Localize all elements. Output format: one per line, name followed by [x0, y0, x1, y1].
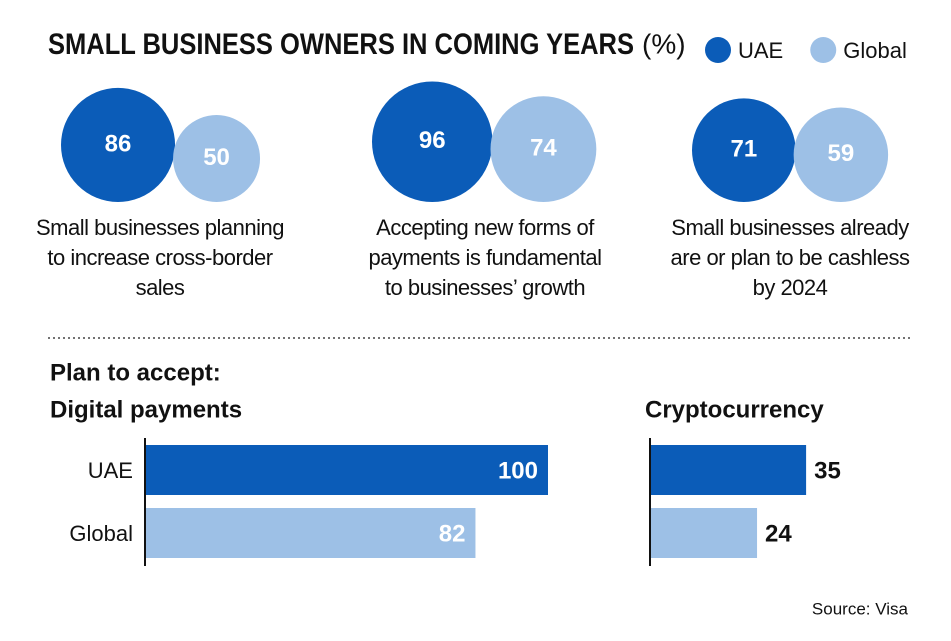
- bubble: [372, 81, 493, 202]
- value-label: 100: [498, 457, 538, 484]
- bubble-label: 59: [828, 140, 855, 167]
- bubble: [692, 98, 796, 202]
- value-label: 24: [765, 520, 792, 547]
- legend-swatch: [810, 37, 837, 63]
- bar: [650, 445, 807, 495]
- bubble: [61, 87, 176, 202]
- chart-title: Digital payments: [50, 396, 242, 423]
- unit: (%): [642, 28, 686, 59]
- bar: [145, 445, 548, 495]
- value-label: 35: [814, 457, 841, 484]
- title: SMALL BUSINESS OWNERS IN COMING YEARS: [48, 28, 634, 61]
- value-label: 82: [439, 520, 466, 547]
- bubble-label: 74: [530, 134, 557, 161]
- legend-label: Global: [843, 38, 907, 63]
- bubble: [793, 107, 889, 202]
- legend-label: UAE: [738, 38, 783, 63]
- bubble-label: 96: [419, 127, 446, 154]
- category-label: Global: [69, 521, 133, 546]
- bubble-label: 71: [730, 136, 757, 163]
- subtitle: Plan to accept:: [50, 359, 221, 386]
- description: Accepting new forms of payments is funda…: [368, 215, 602, 300]
- chart-title: Cryptocurrency: [645, 396, 824, 423]
- description: Small businesses planning to increase cr…: [36, 215, 285, 300]
- legend-swatch: [705, 37, 731, 63]
- description: Small businesses already are or plan to …: [670, 215, 910, 300]
- bar: [145, 508, 476, 558]
- bubble: [173, 115, 261, 202]
- bubble-label: 50: [203, 144, 230, 171]
- bubble: [490, 96, 597, 202]
- bubble-label: 86: [105, 130, 132, 157]
- category-label: UAE: [88, 458, 133, 483]
- source: Source: Visa: [812, 599, 909, 618]
- bar: [650, 508, 758, 558]
